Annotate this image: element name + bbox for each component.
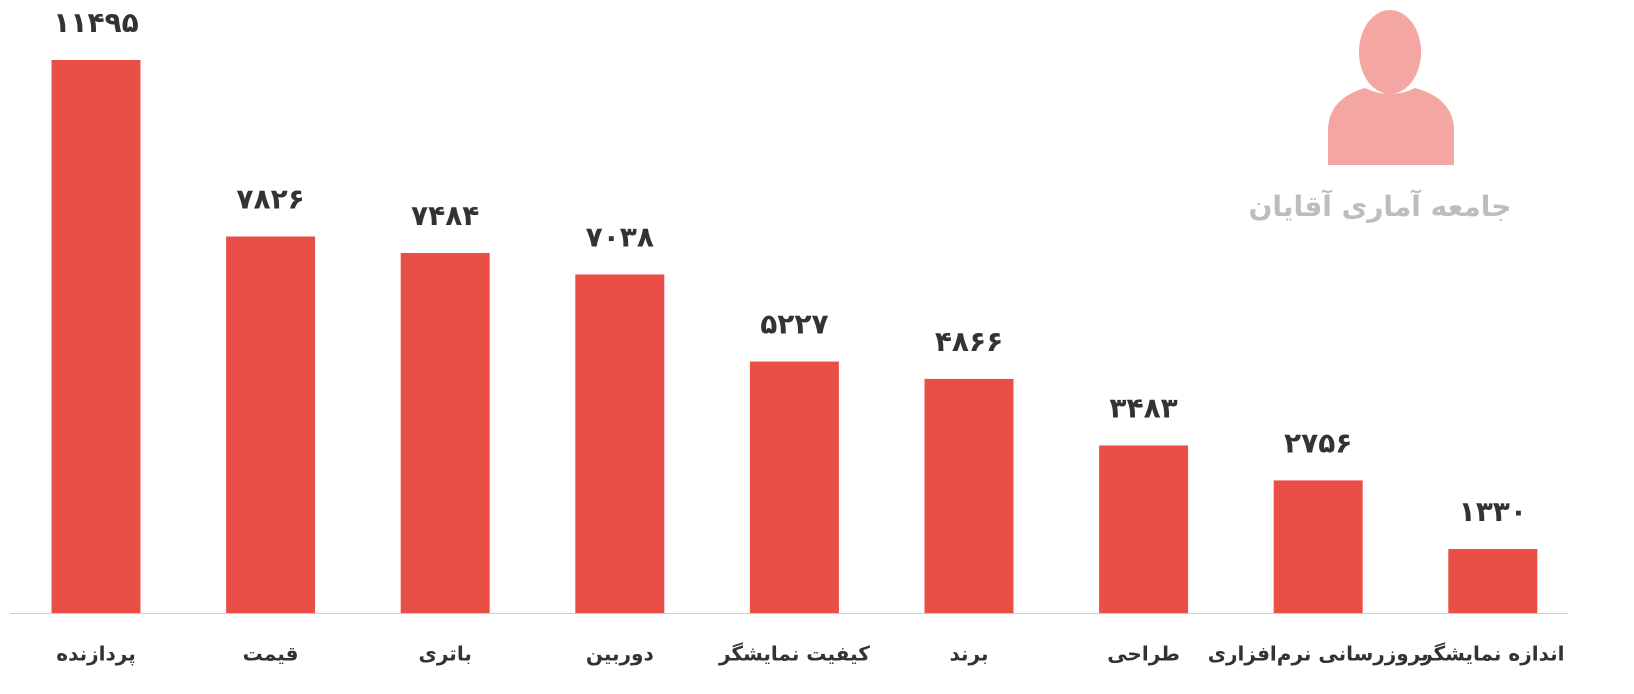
value-label: ۱۳۳۰: [1459, 495, 1527, 528]
bar: [749, 361, 839, 613]
category-label: کیفیت نمایشگر: [718, 642, 870, 666]
value-label: ۱۱۴۹۵: [53, 6, 138, 39]
chart-subtitle: جامعه آماری آقایان: [1249, 189, 1512, 223]
category-label: باتری: [419, 642, 472, 666]
value-label: ۵۲۲۷: [760, 308, 828, 341]
value-label: ۷۰۳۸: [586, 220, 654, 253]
bar: [51, 60, 141, 613]
bar: [1099, 445, 1189, 613]
bar: [226, 236, 316, 613]
category-label: پردازنده: [56, 642, 135, 667]
bar: [1273, 480, 1363, 613]
category-label: برند: [949, 642, 988, 666]
bar: [575, 274, 665, 613]
category-label: قیمت: [243, 642, 299, 666]
person-icon: [1328, 10, 1454, 165]
bar: [400, 252, 490, 613]
bar: [1448, 549, 1538, 613]
category-label: دوربین: [586, 642, 654, 666]
category-label: اندازه نمایشگر: [1420, 642, 1564, 666]
value-label: ۷۴۸۴: [411, 199, 479, 232]
value-label: ۲۷۵۶: [1284, 426, 1352, 459]
bar: [924, 378, 1014, 613]
value-label: ۳۴۸۳: [1109, 391, 1177, 424]
value-label: ۴۸۶۶: [935, 325, 1003, 358]
value-label: ۷۸۲۶: [236, 183, 304, 216]
category-label: طراحی: [1107, 642, 1180, 666]
category-label: بروزرسانی نرم‌افزاری: [1208, 642, 1429, 666]
